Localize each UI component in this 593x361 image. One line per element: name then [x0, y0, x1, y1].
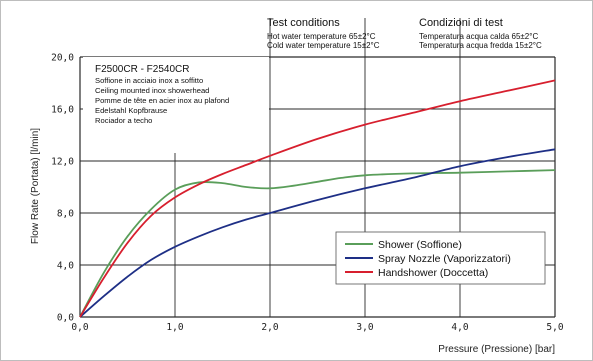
- x-tick-label: 3,0: [356, 322, 373, 333]
- product-line-1: Soffione in acciaio inox a soffitto: [95, 76, 203, 85]
- condizioni-line-2: Temperatura acqua fredda 15±2°C: [419, 41, 542, 50]
- tick-labels: 0,0 4,0 8,0 12,0 16,0 20,0 0,0 1,0 2,0 3,0 4,0 5,0: [51, 53, 564, 334]
- y-tick-label: 8,0: [57, 209, 74, 220]
- condizioni-line-1: Temperatura acqua calda 65±2°C: [419, 32, 538, 41]
- product-line-3: Pomme de tête en acier inox au plafond: [95, 96, 229, 105]
- y-tick-label: 16,0: [51, 105, 74, 116]
- y-tick-label: 20,0: [51, 53, 74, 64]
- y-axis-label: Flow Rate (Portata) [l/min]: [30, 128, 41, 244]
- product-line-4: Edelstahl Kopfbrause: [95, 106, 167, 115]
- x-tick-label: 4,0: [451, 322, 468, 333]
- x-tick-label: 1,0: [166, 322, 183, 333]
- product-line-5: Rociador a techo: [95, 116, 152, 125]
- condizioni-title: Condizioni di test: [419, 17, 503, 29]
- y-tick-label: 12,0: [51, 157, 74, 168]
- test-conditions-line-2: Cold water temperature 15±2°C: [267, 41, 380, 50]
- legend-label-shower: Shower (Soffione): [378, 239, 462, 251]
- test-conditions-line-1: Hot water temperature 65±2°C: [267, 32, 376, 41]
- test-conditions-it: Condizioni di test Temperatura acqua cal…: [419, 17, 542, 50]
- x-tick-label: 5,0: [546, 322, 563, 333]
- test-conditions-en: Test conditions Hot water temperature 65…: [267, 17, 380, 50]
- series-layer: [79, 79, 556, 318]
- y-tick-label: 4,0: [57, 261, 74, 272]
- x-axis-label: Pressure (Pressione) [bar]: [438, 344, 555, 355]
- x-tick-label: 2,0: [261, 322, 278, 333]
- x-tick-label: 0,0: [71, 322, 88, 333]
- series-handshower-line: [79, 79, 556, 318]
- product-title: F2500CR - F2540CR: [95, 64, 189, 75]
- legend: Shower (Soffione) Spray Nozzle (Vaporizz…: [335, 231, 546, 285]
- product-info-box: F2500CR - F2540CR Soffione in acciaio in…: [83, 57, 269, 153]
- legend-label-spray-nozzle: Spray Nozzle (Vaporizzatori): [378, 253, 511, 265]
- series-spray-nozzle-line: [79, 148, 556, 318]
- test-conditions-title: Test conditions: [267, 17, 340, 29]
- legend-label-handshower: Handshower (Doccetta): [378, 267, 488, 279]
- product-info-background: [83, 57, 269, 153]
- y-tick-label: 0,0: [57, 313, 74, 324]
- series-shower-line: [79, 169, 556, 318]
- product-line-2: Ceiling mounted inox showerhead: [95, 86, 209, 95]
